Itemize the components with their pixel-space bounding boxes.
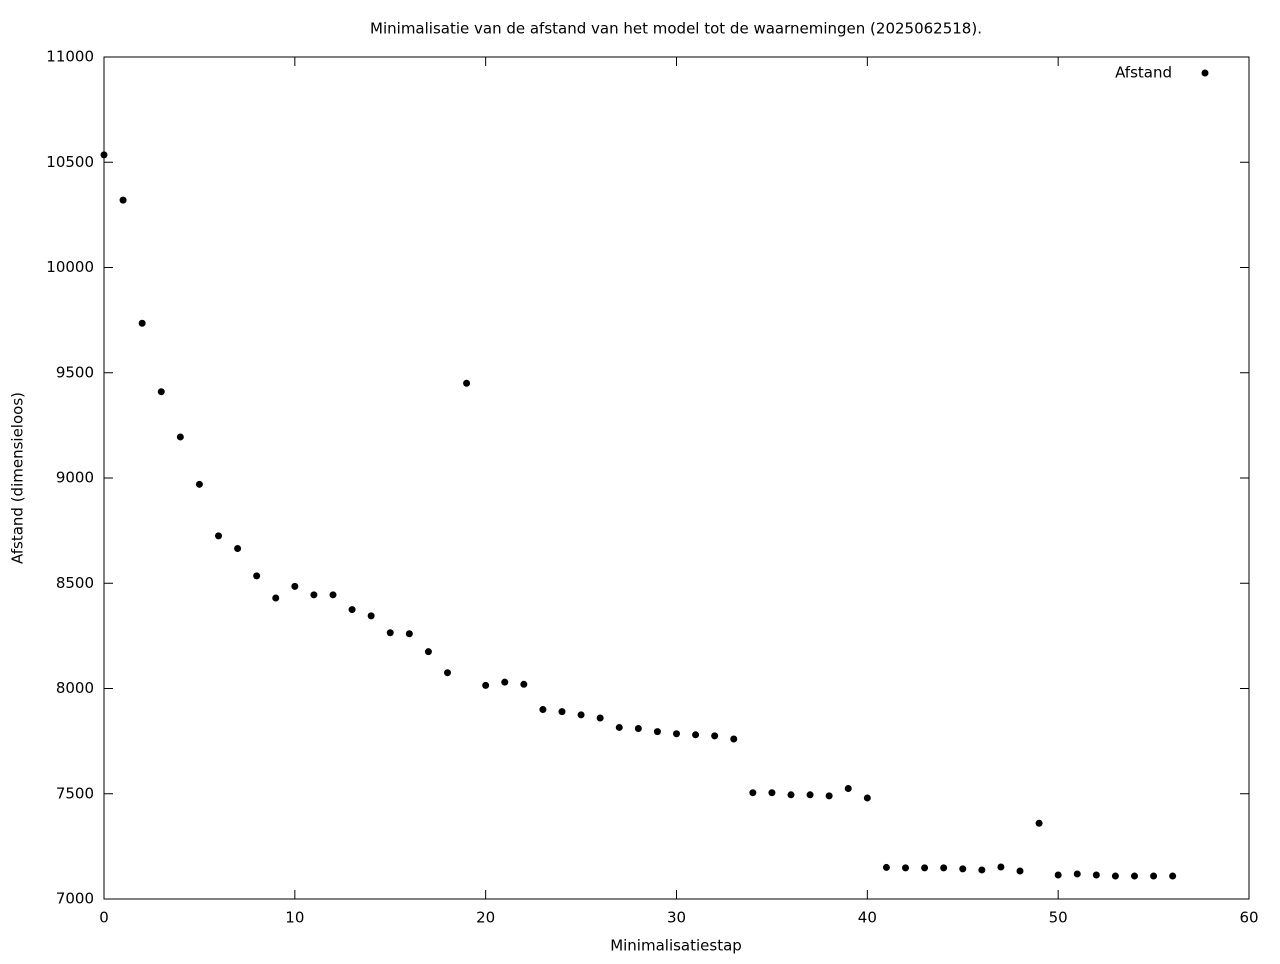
data-point [329,591,337,599]
data-point [444,669,451,677]
data-point [902,864,909,872]
data-point [673,730,680,738]
y-tick-label: 10000 [46,258,94,276]
y-tick-label: 8000 [56,679,94,697]
data-point [367,612,375,620]
x-tick-label: 20 [476,909,495,927]
data-point [863,794,871,802]
data-point [310,591,318,599]
data-point [997,863,1005,871]
data-point [215,532,222,540]
data-point [978,866,986,874]
x-tick-label: 0 [99,909,109,927]
data-point [1150,872,1158,880]
y-tick-label: 7500 [56,784,94,802]
x-tick-label: 50 [1049,909,1068,927]
data-point [692,731,700,739]
data-point [501,678,509,686]
data-point [806,791,814,799]
data-point [1092,871,1100,879]
data-point [424,648,432,656]
data-point [749,789,757,797]
legend-label: Afstand [1115,64,1172,82]
y-tick-label: 7000 [56,890,94,908]
x-tick-label: 30 [667,909,686,927]
data-point [272,594,280,602]
data-point [234,545,242,553]
data-point [463,379,471,387]
data-point [940,864,948,872]
data-point [520,680,528,688]
x-tick-label: 10 [285,909,304,927]
data-point [825,792,833,800]
data-point [921,864,929,872]
data-point [157,388,165,396]
data-point [1073,870,1081,878]
data-point [596,714,604,722]
data-point [291,582,299,590]
data-point [348,606,356,614]
x-tick-label: 60 [1239,909,1258,927]
legend-marker [1201,69,1209,77]
data-point [539,706,547,714]
data-point [844,784,852,792]
data-point [195,480,203,488]
y-tick-label: 9000 [56,469,94,487]
x-axis-label: Minimalisatiestap [610,937,742,955]
data-point [405,630,413,638]
data-point [176,433,184,441]
data-point [653,728,661,736]
data-point [577,711,585,719]
data-point [482,681,490,689]
data-point [711,732,719,740]
data-point [558,708,566,716]
y-axis-label: Afstand (dimensieloos) [9,392,27,564]
chart-title: Minimalisatie van de afstand van het mod… [370,20,982,38]
y-tick-label: 8500 [56,574,94,592]
data-point [1054,871,1062,879]
data-point [386,629,394,637]
data-point [100,151,108,159]
data-point [1169,872,1177,880]
data-point [882,863,890,871]
data-point [634,724,642,732]
data-point [959,865,967,873]
data-point [1111,872,1119,880]
plot-frame [103,56,1250,900]
data-point [787,791,795,799]
data-point [253,572,261,580]
x-tick-label: 40 [858,909,877,927]
data-point [768,789,776,797]
data-point [1016,867,1024,875]
data-point [615,723,623,731]
y-tick-label: 11000 [46,48,94,66]
y-tick-label: 10500 [46,153,94,171]
data-point [1035,819,1043,827]
data-point [119,196,127,204]
data-point [1131,872,1138,880]
data-point [138,319,146,327]
data-point [730,735,738,743]
y-tick-label: 9500 [56,363,94,381]
